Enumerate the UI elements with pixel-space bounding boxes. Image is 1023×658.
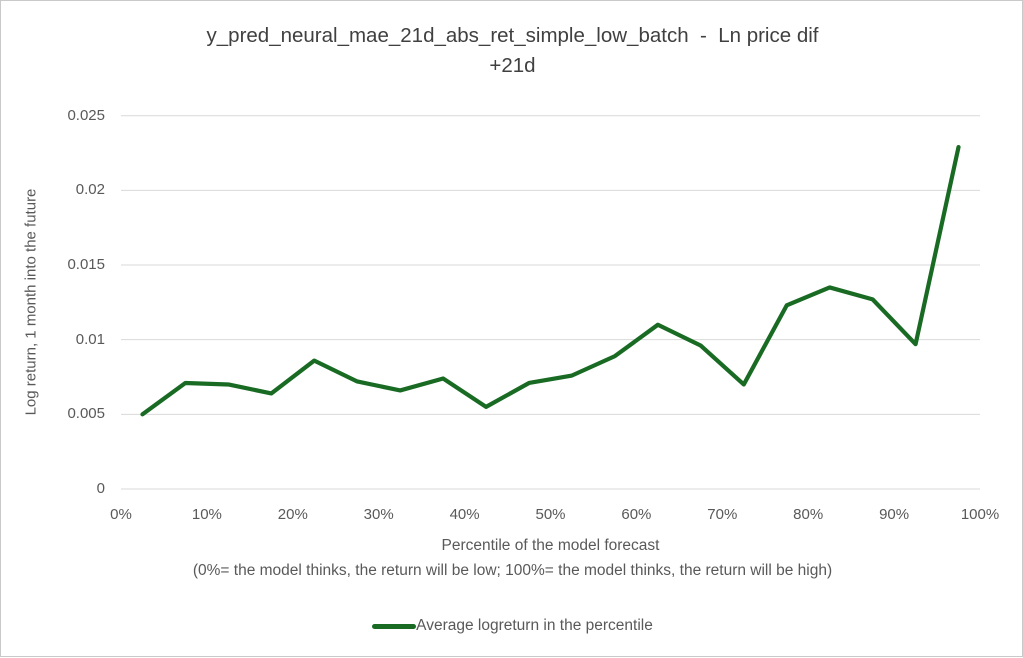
y-tick-label: 0.015	[67, 256, 105, 274]
x-axis-title: Percentile of the model forecast	[441, 537, 660, 554]
series-line	[140, 144, 961, 417]
x-tick-label: 0%	[110, 506, 132, 523]
x-axis-note: (0%= the model thinks, the return will b…	[192, 562, 833, 579]
x-tick-label: 60%	[621, 506, 652, 523]
x-tick-label: 20%	[277, 506, 308, 523]
x-tick-label: 40%	[449, 506, 480, 523]
x-tick-label: 80%	[793, 506, 824, 523]
x-tick-label: 30%	[363, 506, 394, 523]
legend-label: Average logreturn in the percentile	[416, 617, 653, 634]
y-tick-label: 0.01	[75, 330, 105, 348]
x-tick-label: 90%	[879, 506, 910, 523]
chart-title: y_pred_neural_mae_21d_abs_ret_simple_low…	[61, 21, 964, 81]
x-tick-label: 50%	[535, 506, 566, 523]
gridlines	[121, 115, 980, 490]
y-tick-label: 0	[96, 480, 105, 497]
x-tick-label: 100%	[960, 506, 1000, 523]
y-tick-label: 0.025	[67, 106, 105, 124]
legend-line-swatch-icon	[372, 623, 417, 629]
x-tick-label: 70%	[707, 506, 738, 523]
chart-title-line-1: y_pred_neural_mae_21d_abs_ret_simple_low…	[206, 24, 819, 47]
chart-title-line-2: +21d	[489, 54, 536, 77]
y-tick-label: 0.02	[75, 181, 105, 199]
legend: Average logreturn in the percentile	[1, 615, 1023, 637]
y-tick-label: 0.005	[67, 405, 105, 423]
x-tick-label: 10%	[191, 506, 222, 523]
